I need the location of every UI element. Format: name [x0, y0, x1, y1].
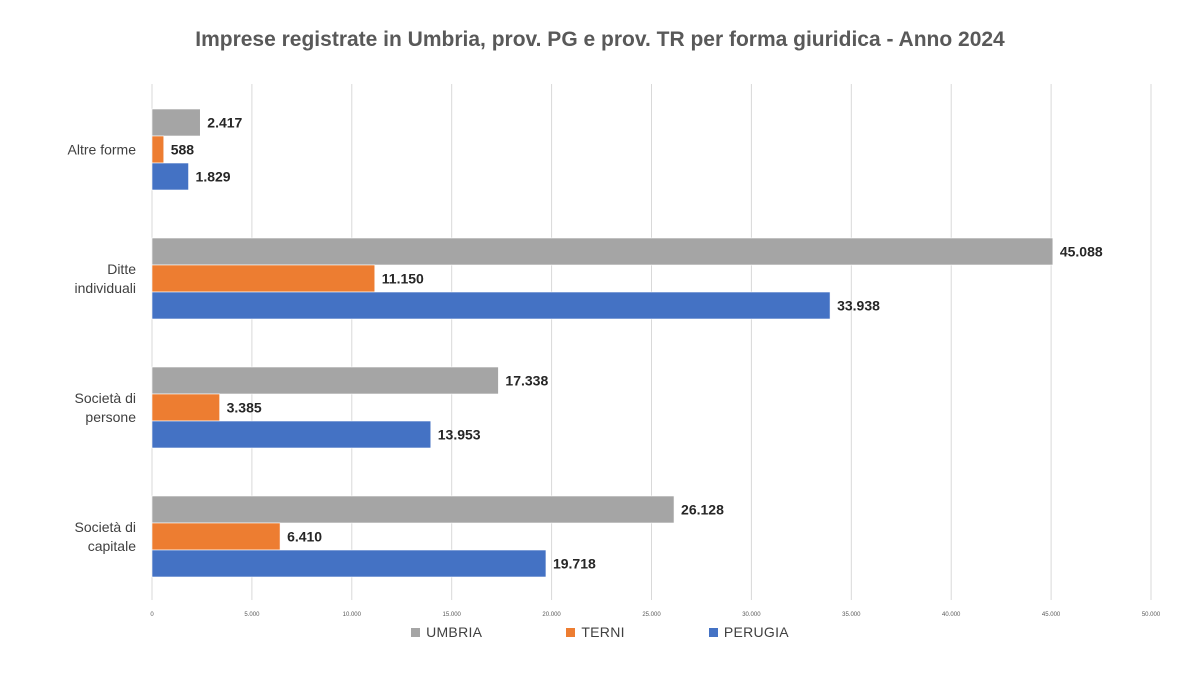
- category-label-altre-forme: Altre forme: [68, 142, 137, 158]
- legend-label-terni: TERNI: [581, 624, 625, 640]
- bar-terni-ditte-individuali: [151, 264, 376, 293]
- data-label-perugia-ditte-individuali: 33.938: [837, 298, 880, 314]
- legend-item-umbria: UMBRIA: [411, 624, 482, 640]
- legend-swatch-perugia: [708, 627, 718, 637]
- data-label-umbria-ditte-individuali: 45.088: [1060, 244, 1103, 260]
- x-tick-label: 45.000: [1042, 612, 1061, 618]
- legend-item-perugia: PERUGIA: [708, 624, 789, 640]
- legend: UMBRIA TERNI PERUGIA: [0, 624, 1200, 640]
- legend-swatch-umbria: [411, 627, 421, 637]
- legend-swatch-terni: [566, 627, 576, 637]
- x-tick-label: 40.000: [942, 612, 961, 618]
- legend-item-terni: TERNI: [566, 624, 625, 640]
- chart-title: Imprese registrate in Umbria, prov. PG e…: [195, 28, 1005, 51]
- data-label-terni-ditte-individuali: 11.150: [382, 271, 424, 287]
- data-label-perugia-societa-di-capitale: 19.718: [553, 556, 596, 572]
- bar-perugia-altre-forme: [151, 162, 189, 191]
- x-tick-label: 0: [150, 612, 154, 618]
- data-label-perugia-altre-forme: 1.829: [196, 169, 231, 185]
- data-label-umbria-societa-di-capitale: 26.128: [681, 502, 724, 518]
- x-tick-label: 5.000: [244, 612, 260, 618]
- legend-label-perugia: PERUGIA: [723, 624, 789, 640]
- x-tick-label: 50.000: [1142, 612, 1161, 618]
- x-tick-label: 10.000: [343, 612, 362, 618]
- data-label-umbria-societa-di-persone: 17.338: [505, 373, 548, 389]
- legend-label-umbria: UMBRIA: [426, 624, 483, 640]
- data-label-terni-societa-di-capitale: 6.410: [287, 529, 322, 545]
- category-label-societa-di-persone: Società di: [75, 390, 136, 406]
- bar-umbria-societa-di-capitale: [151, 495, 675, 524]
- data-label-terni-altre-forme: 588: [171, 142, 195, 158]
- bar-terni-societa-di-capitale: [151, 522, 281, 551]
- bar-terni-altre-forme: [151, 135, 165, 164]
- x-tick-label: 20.000: [542, 612, 561, 618]
- x-tick-label: 35.000: [842, 612, 861, 618]
- x-tick-label: 15.000: [443, 612, 462, 618]
- bar-umbria-altre-forme: [151, 108, 201, 137]
- category-label-ditte-individuali: Ditte: [107, 261, 136, 277]
- bar-umbria-ditte-individuali: [151, 237, 1054, 266]
- bar-umbria-societa-di-persone: [151, 366, 499, 395]
- data-label-umbria-altre-forme: 2.417: [207, 115, 242, 131]
- category-label-societa-di-capitale: capitale: [88, 538, 136, 554]
- category-label-societa-di-capitale: Società di: [75, 519, 136, 535]
- x-tick-label: 30.000: [742, 612, 761, 618]
- bar-perugia-ditte-individuali: [151, 291, 831, 320]
- data-label-terni-societa-di-persone: 3.385: [227, 400, 262, 416]
- category-label-ditte-individuali: individuali: [75, 280, 136, 296]
- bar-terni-societa-di-persone: [151, 393, 220, 422]
- x-tick-label: 25.000: [642, 612, 661, 618]
- data-label-perugia-societa-di-persone: 13.953: [438, 427, 481, 443]
- bar-perugia-societa-di-persone: [151, 420, 432, 449]
- bar-perugia-societa-di-capitale: [151, 549, 547, 578]
- category-label-societa-di-persone: persone: [85, 409, 136, 425]
